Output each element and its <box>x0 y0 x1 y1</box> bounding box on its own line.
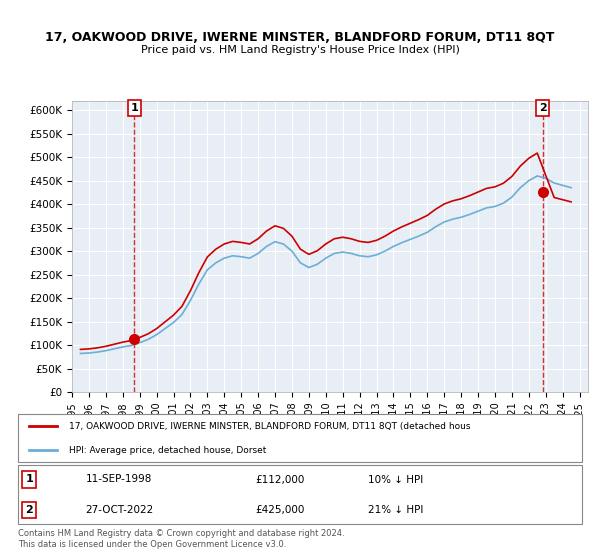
FancyBboxPatch shape <box>18 414 582 462</box>
FancyBboxPatch shape <box>18 465 582 524</box>
Text: 17, OAKWOOD DRIVE, IWERNE MINSTER, BLANDFORD FORUM, DT11 8QT (detached hous: 17, OAKWOOD DRIVE, IWERNE MINSTER, BLAND… <box>69 422 470 431</box>
Text: 1: 1 <box>25 474 33 484</box>
Text: £112,000: £112,000 <box>255 474 304 484</box>
Text: 11-SEP-1998: 11-SEP-1998 <box>86 474 152 484</box>
Text: HPI: Average price, detached house, Dorset: HPI: Average price, detached house, Dors… <box>69 446 266 455</box>
Text: 1: 1 <box>131 103 139 113</box>
Text: 2: 2 <box>539 103 547 113</box>
Text: 21% ↓ HPI: 21% ↓ HPI <box>368 505 423 515</box>
Text: 27-OCT-2022: 27-OCT-2022 <box>86 505 154 515</box>
Text: 17, OAKWOOD DRIVE, IWERNE MINSTER, BLANDFORD FORUM, DT11 8QT: 17, OAKWOOD DRIVE, IWERNE MINSTER, BLAND… <box>46 31 554 44</box>
Text: Contains HM Land Registry data © Crown copyright and database right 2024.
This d: Contains HM Land Registry data © Crown c… <box>18 529 344 549</box>
Text: Price paid vs. HM Land Registry's House Price Index (HPI): Price paid vs. HM Land Registry's House … <box>140 45 460 55</box>
Text: £425,000: £425,000 <box>255 505 304 515</box>
Text: 2: 2 <box>25 505 33 515</box>
Text: 10% ↓ HPI: 10% ↓ HPI <box>368 474 423 484</box>
